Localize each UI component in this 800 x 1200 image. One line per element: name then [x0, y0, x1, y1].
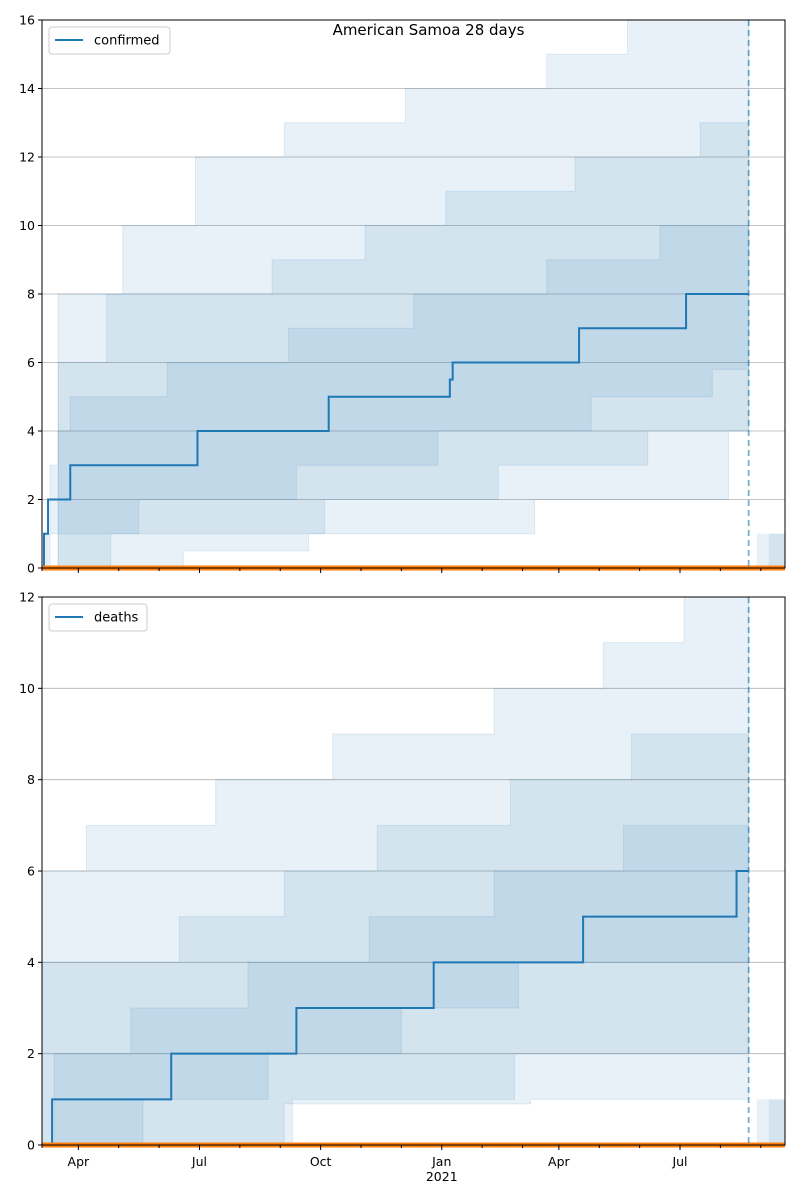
deaths-right-band-1	[768, 1099, 785, 1145]
y-tick-label-6: 6	[27, 864, 35, 879]
y-tick-label-10: 10	[19, 218, 35, 233]
y-tick-label-12: 12	[19, 590, 35, 605]
legend-box	[48, 603, 148, 632]
y-tick-label-12: 12	[19, 150, 35, 165]
confirmed-right-band-0	[756, 533, 785, 568]
confirmed-legend: confirmed	[48, 26, 171, 55]
y-tick-label-8: 8	[27, 772, 35, 787]
y-tick-label-10: 10	[19, 681, 35, 696]
confirmed-right-bands	[756, 533, 785, 568]
confirmed-y-axis: 0 2 4 6 8 10 12 14 16	[19, 13, 42, 576]
x-tick-label-apr: Apr	[68, 1154, 90, 1169]
deaths-band-2	[41, 596, 750, 1146]
y-tick-label-2: 2	[27, 492, 35, 507]
y-tick-label-8: 8	[27, 287, 35, 302]
x-tick-label-jan: Jan	[431, 1154, 451, 1169]
chart-title: American Samoa 28 days	[333, 21, 525, 39]
x-tick-label-jul: Jul	[671, 1154, 687, 1169]
x-tick-label-jul: Jul	[191, 1154, 207, 1169]
confirmed-uncertainty-bands	[42, 19, 750, 569]
y-tick-label-0: 0	[27, 561, 35, 576]
y-tick-label-4: 4	[27, 955, 35, 970]
y-tick-label-16: 16	[19, 13, 35, 28]
deaths-right-band-0	[756, 1099, 785, 1145]
series-line-confirmed	[42, 293, 749, 569]
deaths-right-bands	[756, 1099, 785, 1145]
x-tick-label-2021: 2021	[426, 1169, 458, 1184]
confirmed-panel: 0 2 4 6 8 10 12 14 16 American Samoa 28 days con…	[19, 13, 786, 576]
x-tick-label-apr: Apr	[548, 1154, 570, 1169]
y-tick-label-2: 2	[27, 1046, 35, 1061]
deaths-legend: deaths	[48, 603, 148, 632]
legend-label-confirmed: confirmed	[94, 34, 160, 49]
y-tick-label-14: 14	[19, 81, 35, 96]
deaths-band-1	[41, 597, 750, 1146]
legend-label-deaths: deaths	[94, 611, 139, 626]
confirmed-right-band-1	[768, 533, 785, 568]
confirmed-band-2	[42, 19, 750, 569]
deaths-y-axis: 0 2 4 6 8 10 12	[19, 590, 42, 1153]
y-tick-label-4: 4	[27, 424, 35, 439]
y-tick-label-0: 0	[27, 1138, 35, 1153]
y-tick-label-6: 6	[27, 355, 35, 370]
confirmed-x-axis	[41, 568, 762, 573]
legend-box	[48, 26, 171, 55]
series-line-deaths	[42, 870, 749, 1146]
deaths-uncertainty-bands	[41, 596, 750, 1146]
x-tick-label-oct: Oct	[310, 1154, 332, 1169]
